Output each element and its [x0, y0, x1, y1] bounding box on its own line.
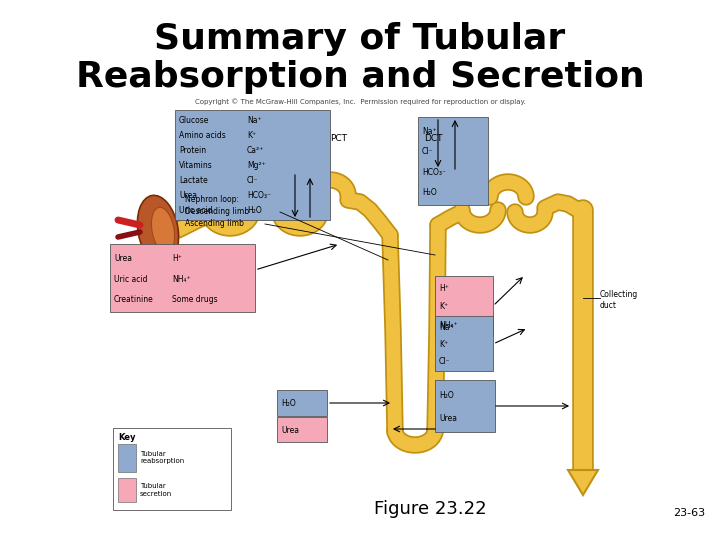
Ellipse shape — [138, 195, 179, 265]
Text: Cl⁻: Cl⁻ — [422, 147, 433, 156]
Ellipse shape — [151, 207, 174, 253]
Text: Tubular
reabsorption: Tubular reabsorption — [140, 451, 184, 464]
Text: Amino acids: Amino acids — [179, 131, 226, 140]
Text: H₂O: H₂O — [422, 188, 437, 197]
Text: Glucose: Glucose — [179, 116, 210, 125]
FancyBboxPatch shape — [175, 110, 330, 220]
Text: Tubular
secretion: Tubular secretion — [140, 483, 172, 496]
FancyBboxPatch shape — [435, 380, 495, 432]
Text: H₂O: H₂O — [439, 392, 454, 400]
Text: Uric acid: Uric acid — [114, 274, 148, 284]
Text: HCO₃⁻: HCO₃⁻ — [247, 191, 271, 200]
FancyBboxPatch shape — [277, 417, 327, 442]
Text: Mg²⁺: Mg²⁺ — [247, 161, 266, 170]
Text: Cl⁻: Cl⁻ — [439, 356, 451, 366]
FancyBboxPatch shape — [277, 390, 327, 416]
Text: H₂O: H₂O — [281, 400, 296, 408]
Polygon shape — [568, 470, 598, 495]
Text: Uric acid: Uric acid — [179, 206, 212, 215]
Text: Urea: Urea — [439, 414, 457, 423]
FancyBboxPatch shape — [113, 428, 231, 510]
Text: DCT: DCT — [424, 134, 443, 143]
Text: NH₄⁺: NH₄⁺ — [439, 321, 458, 329]
Text: Lactate: Lactate — [179, 177, 208, 185]
Text: Collecting
duct: Collecting duct — [600, 291, 638, 310]
FancyBboxPatch shape — [110, 244, 255, 312]
Text: HCO₃⁻: HCO₃⁻ — [422, 168, 446, 177]
FancyBboxPatch shape — [418, 117, 488, 205]
Text: Copyright © The McGraw-Hill Companies, Inc.  Permission required for reproductio: Copyright © The McGraw-Hill Companies, I… — [194, 98, 526, 105]
Text: Some drugs: Some drugs — [172, 295, 217, 304]
Text: Na⁺: Na⁺ — [422, 127, 436, 136]
Text: Urea: Urea — [114, 254, 132, 263]
FancyBboxPatch shape — [435, 276, 493, 336]
FancyBboxPatch shape — [435, 316, 493, 371]
Text: Nephron loop:: Nephron loop: — [185, 195, 239, 205]
Text: Summary of Tubular: Summary of Tubular — [154, 22, 566, 56]
Text: Figure 23.22: Figure 23.22 — [374, 500, 486, 518]
Text: Reabsorption and Secretion: Reabsorption and Secretion — [76, 60, 644, 94]
Text: Na⁺: Na⁺ — [439, 323, 454, 332]
Text: K⁺: K⁺ — [247, 131, 256, 140]
Text: H⁺: H⁺ — [439, 284, 449, 293]
FancyBboxPatch shape — [118, 478, 136, 502]
Text: Vitamins: Vitamins — [179, 161, 212, 170]
Text: Urea: Urea — [281, 426, 299, 435]
Text: Urea: Urea — [179, 191, 197, 200]
Text: Key: Key — [118, 433, 135, 442]
Text: Na⁺: Na⁺ — [247, 116, 261, 125]
Text: Cl⁻: Cl⁻ — [247, 177, 258, 185]
Text: H⁺: H⁺ — [172, 254, 182, 263]
Text: NH₄⁺: NH₄⁺ — [172, 274, 191, 284]
Text: Ca²⁺: Ca²⁺ — [247, 146, 264, 155]
Text: Ascending limb: Ascending limb — [185, 219, 244, 228]
FancyBboxPatch shape — [118, 444, 136, 472]
Text: 23-63: 23-63 — [673, 508, 705, 518]
Text: Creatinine: Creatinine — [114, 295, 154, 304]
Text: Protein: Protein — [179, 146, 206, 155]
Text: K⁺: K⁺ — [439, 340, 448, 349]
Text: PCT: PCT — [330, 134, 347, 143]
Text: K⁺: K⁺ — [439, 302, 448, 312]
Text: Descending limb: Descending limb — [185, 207, 249, 217]
Text: H₂O: H₂O — [247, 206, 262, 215]
